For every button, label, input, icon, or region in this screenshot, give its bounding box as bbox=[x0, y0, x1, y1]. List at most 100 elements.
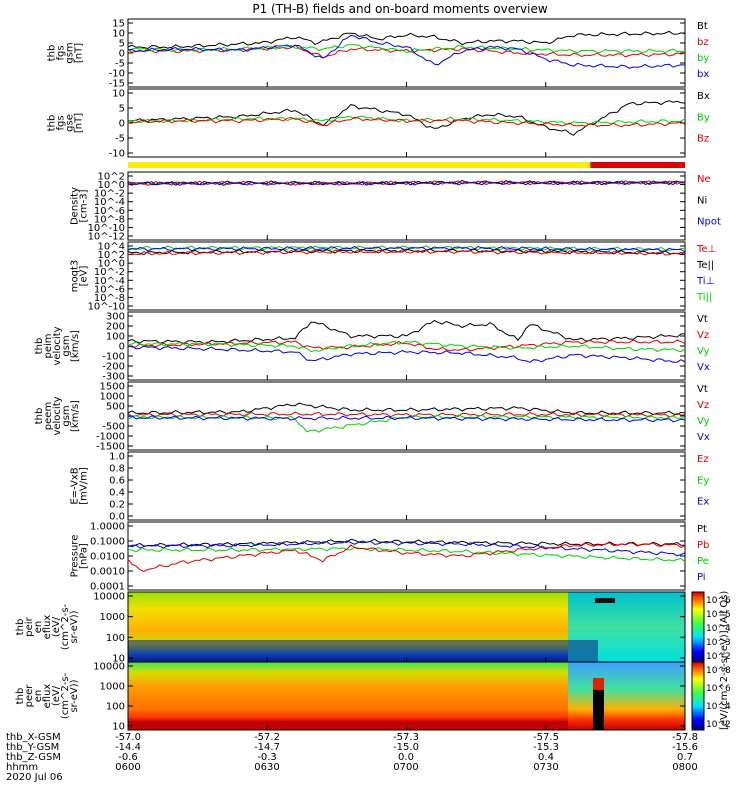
series-line-ti bbox=[127, 245, 686, 253]
y-axis-label-line: [km/s] bbox=[70, 400, 81, 432]
series-line-vx bbox=[127, 345, 686, 363]
series-line-bz bbox=[127, 44, 686, 59]
plot-title: P1 (TH-B) fields and on-board moments ov… bbox=[252, 2, 548, 16]
legend-entry: Npot bbox=[697, 217, 721, 228]
x-row-label: hhmm bbox=[6, 762, 38, 773]
panel-peir-spectrogram: 10000 1000 100 10 thbpeireneflux(eV/(cm^2-s-… bbox=[15, 591, 731, 665]
x-tick-label: 0.0 bbox=[398, 752, 414, 763]
series-line-vt bbox=[127, 319, 685, 345]
y-tick-label: -10 bbox=[109, 69, 125, 80]
series-line-pb bbox=[127, 541, 686, 573]
x-tick-label: -14.7 bbox=[254, 742, 280, 753]
panel-pressure: 1.0000 0.1000 0.0100 0.0010 0.0001 Pressure[n… bbox=[70, 521, 709, 593]
legend-entry: by bbox=[697, 53, 709, 64]
series-line-bx bbox=[127, 34, 686, 69]
spectrogram-fill bbox=[128, 640, 598, 662]
panel-frame bbox=[127, 521, 686, 591]
y-axis-label-line: [mV/m] bbox=[79, 467, 90, 505]
y-tick-label: 10 bbox=[112, 89, 125, 100]
legend-entry: Ti⊥ bbox=[696, 276, 714, 287]
y-tick-label: -5 bbox=[115, 59, 125, 70]
series-line-vz bbox=[127, 411, 685, 418]
y-tick-label: 100 bbox=[106, 332, 125, 343]
series-line-pe bbox=[127, 546, 686, 563]
series-line-pi bbox=[127, 540, 686, 557]
colorbar-tick-label: 10^4 bbox=[706, 702, 731, 712]
legend-entry: Vz bbox=[697, 330, 709, 341]
legend-entry: Ey bbox=[697, 475, 709, 486]
x-tick-label: -15.3 bbox=[533, 742, 559, 753]
legend-entry: Bx bbox=[697, 91, 710, 102]
y-tick-label: -200 bbox=[102, 362, 125, 373]
legend-entry: Vt bbox=[697, 384, 708, 395]
legend-entry: Pt bbox=[697, 524, 707, 535]
y-tick-label: 5 bbox=[119, 39, 125, 50]
x-tick-label: 0.4 bbox=[538, 752, 554, 763]
y-tick-label: 1.0 bbox=[109, 452, 125, 463]
y-tick-label: 100 bbox=[106, 702, 125, 713]
legend-entry: Vt bbox=[697, 314, 708, 325]
colorbar-tick-label: 10^2 bbox=[706, 652, 731, 662]
colorbar-tick-label: 10^4 bbox=[706, 624, 731, 634]
spectrogram-fill bbox=[595, 598, 615, 603]
legend-entry: Vx bbox=[697, 362, 710, 373]
y-tick-label: 0.0 bbox=[109, 512, 125, 523]
series-line-vx bbox=[127, 415, 686, 423]
x-axis-block: thb_X-GSM thb_Y-GSM thb_Z-GSM hhmm 2020 … bbox=[6, 732, 698, 783]
y-tick-label: 10^-12 bbox=[88, 232, 125, 243]
legend-entry: Ti|| bbox=[696, 292, 712, 303]
y-tick-label: 10^-4 bbox=[94, 197, 125, 208]
y-tick-label: 0 bbox=[119, 412, 125, 423]
series-line-bz bbox=[127, 116, 686, 128]
x-tick-label: 0600 bbox=[115, 762, 140, 773]
legend-entry: Ni bbox=[697, 195, 707, 206]
y-axis-label-line: gsm bbox=[61, 405, 72, 426]
y-tick-label: 10^-4 bbox=[94, 276, 125, 287]
panel-peer-spectrogram: 10000 1000 100 10 thbpeereneflux(eV/(cm^2-s-… bbox=[15, 661, 731, 733]
y-tick-label: 10^-2 bbox=[94, 189, 125, 200]
series-line-vy bbox=[127, 340, 686, 353]
y-axis-label-line: [nPa] bbox=[79, 543, 90, 569]
y-tick-label: 1500 bbox=[100, 382, 125, 393]
y-axis-label-line: sr-eV)) bbox=[69, 679, 80, 712]
y-axis-label-line: moqt3 bbox=[70, 260, 81, 293]
y-tick-label: 0.0010 bbox=[90, 567, 125, 578]
y-axis-label-line: thb bbox=[47, 45, 58, 62]
x-tick-label: -14.4 bbox=[115, 742, 141, 753]
colorbar-tick-label: 10^8 bbox=[706, 666, 731, 676]
legend-entry: By bbox=[697, 112, 710, 123]
spectrogram-fill bbox=[568, 662, 685, 730]
y-tick-label: -100 bbox=[102, 352, 125, 363]
y-tick-label: 1000 bbox=[100, 682, 125, 693]
series-line-ti bbox=[127, 245, 686, 252]
legend-entry: Vy bbox=[697, 416, 710, 427]
legend-entry: Bz bbox=[697, 134, 709, 145]
y-axis-label-line: fgs bbox=[56, 45, 67, 60]
y-tick-label: 500 bbox=[106, 402, 125, 413]
y-axis-label-line: en bbox=[33, 621, 44, 634]
y-tick-label: 15 bbox=[112, 19, 125, 30]
y-axis-label-line: (cm^2-s- bbox=[60, 603, 71, 650]
x-tick-label: -57.2 bbox=[254, 732, 280, 743]
y-axis-label-line: peer bbox=[24, 684, 35, 708]
y-tick-label: -10 bbox=[109, 149, 125, 160]
y-tick-label: 1000 bbox=[100, 612, 125, 623]
y-tick-label: -500 bbox=[102, 422, 125, 433]
y-tick-label: 0.0001 bbox=[90, 582, 125, 593]
y-tick-label: -1000 bbox=[96, 432, 125, 443]
x-row-label: thb_X-GSM bbox=[6, 732, 61, 743]
y-tick-label: 10 bbox=[112, 29, 125, 40]
legend-entry: Ne bbox=[697, 174, 711, 185]
y-axis-label-line: [nT] bbox=[74, 113, 85, 133]
y-axis-label-line: (eV/ bbox=[51, 616, 62, 637]
x-date: 2020 Jul 06 bbox=[6, 772, 63, 783]
y-tick-label: 10^-6 bbox=[94, 284, 125, 295]
legend-entry: bx bbox=[697, 69, 709, 80]
x-tick-label: 0630 bbox=[254, 762, 279, 773]
legend-entry: Bt bbox=[697, 21, 708, 32]
